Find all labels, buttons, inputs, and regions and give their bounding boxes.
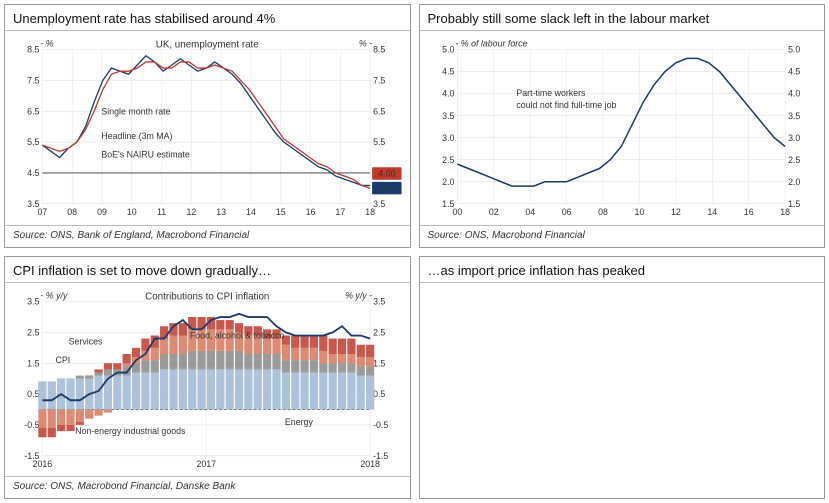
chart-svg: 3.53.54.54.55.55.56.56.57.57.58.58.50708…	[11, 35, 404, 223]
svg-text:% -: % -	[359, 38, 372, 48]
svg-text:10: 10	[634, 207, 644, 217]
panel-0: Unemployment rate has stabilised around …	[4, 4, 411, 248]
end-badge: 4.09	[378, 183, 395, 193]
svg-text:- % y/y: - % y/y	[40, 290, 67, 300]
svg-text:08: 08	[67, 207, 77, 217]
svg-text:- % of labour force: - % of labour force	[455, 38, 527, 48]
svg-text:4.5: 4.5	[27, 168, 39, 178]
chart-annotation: CPI	[56, 355, 71, 365]
svg-text:18: 18	[365, 207, 375, 217]
svg-text:06: 06	[561, 207, 571, 217]
svg-text:5.5: 5.5	[373, 137, 385, 147]
svg-text:5.5: 5.5	[27, 137, 39, 147]
svg-text:2.0: 2.0	[788, 177, 800, 187]
svg-text:18: 18	[780, 207, 790, 217]
svg-text:Contributions to CPI inflation: Contributions to CPI inflation	[145, 291, 269, 302]
panel-title: …as import price inflation has peaked	[420, 257, 825, 283]
svg-text:4.0: 4.0	[442, 89, 454, 99]
svg-text:12: 12	[670, 207, 680, 217]
svg-text:2016: 2016	[33, 458, 53, 468]
chart-annotation: Non-energy industrial goods	[75, 425, 186, 435]
source-text: Source: ONS, Macrobond Financial	[420, 225, 825, 247]
panel-3: …as import price inflation has peaked	[419, 256, 826, 500]
svg-text:% y/y -: % y/y -	[345, 290, 372, 300]
svg-text:2017: 2017	[196, 458, 216, 468]
svg-text:15: 15	[276, 207, 286, 217]
chart-area: 3.53.54.54.55.55.56.56.57.57.58.58.50708…	[5, 31, 410, 225]
svg-text:07: 07	[37, 207, 47, 217]
svg-text:16: 16	[306, 207, 316, 217]
svg-text:02: 02	[488, 207, 498, 217]
svg-text:1.5: 1.5	[373, 358, 385, 368]
svg-text:0.5: 0.5	[373, 388, 385, 398]
svg-text:4.0: 4.0	[788, 89, 800, 99]
svg-text:2.5: 2.5	[373, 327, 385, 337]
svg-text:3.0: 3.0	[442, 133, 454, 143]
svg-text:-0.5: -0.5	[24, 419, 39, 429]
svg-text:6.5: 6.5	[27, 106, 39, 116]
panel-title: Unemployment rate has stabilised around …	[5, 5, 410, 31]
chart-annotation: Part-time workers	[516, 88, 586, 98]
svg-text:09: 09	[97, 207, 107, 217]
chart-svg: 1.51.52.02.02.52.53.03.03.53.54.04.04.54…	[426, 35, 819, 223]
svg-text:10: 10	[127, 207, 137, 217]
panel-title: CPI inflation is set to move down gradua…	[5, 257, 410, 283]
chart-annotation: Food, alcohol & tobacco	[190, 330, 285, 340]
svg-text:-0.5: -0.5	[373, 419, 388, 429]
chart-annotation: BoE's NAIRU estimate	[101, 149, 189, 159]
svg-text:2.5: 2.5	[27, 327, 39, 337]
chart-annotation: Headline (3m MA)	[101, 131, 172, 141]
source-text: Source: ONS, Macrobond Financial, Danske…	[5, 476, 410, 498]
svg-text:2018: 2018	[360, 458, 380, 468]
svg-text:3.0: 3.0	[788, 133, 800, 143]
svg-text:5.0: 5.0	[788, 44, 800, 54]
svg-text:5.0: 5.0	[442, 44, 454, 54]
svg-text:3.5: 3.5	[442, 111, 454, 121]
svg-text:17: 17	[335, 207, 345, 217]
chart-area: 1.51.52.02.02.52.53.03.03.53.54.04.04.54…	[420, 31, 825, 225]
svg-text:0.5: 0.5	[27, 388, 39, 398]
end-badge: 4.00	[378, 168, 395, 178]
chart-svg: -1.5-1.5-0.5-0.50.50.51.51.52.52.53.53.5…	[11, 287, 404, 475]
svg-text:00: 00	[452, 207, 462, 217]
panel-2: CPI inflation is set to move down gradua…	[4, 256, 411, 500]
panel-title: Probably still some slack left in the la…	[420, 5, 825, 31]
svg-text:2.0: 2.0	[442, 177, 454, 187]
chart-area	[420, 283, 825, 499]
svg-text:16: 16	[743, 207, 753, 217]
chart-area: -1.5-1.5-0.5-0.50.50.51.51.52.52.53.53.5…	[5, 283, 410, 477]
svg-text:4.5: 4.5	[788, 66, 800, 76]
svg-text:2.5: 2.5	[442, 155, 454, 165]
chart-svg	[426, 287, 819, 497]
svg-text:7.5: 7.5	[27, 75, 39, 85]
svg-text:4.5: 4.5	[442, 66, 454, 76]
svg-text:04: 04	[525, 207, 535, 217]
svg-text:1.5: 1.5	[27, 358, 39, 368]
source-text: Source: ONS, Bank of England, Macrobond …	[5, 225, 410, 247]
svg-text:6.5: 6.5	[373, 106, 385, 116]
svg-text:13: 13	[216, 207, 226, 217]
svg-text:12: 12	[186, 207, 196, 217]
svg-text:14: 14	[707, 207, 717, 217]
svg-text:3.5: 3.5	[373, 296, 385, 306]
chart-annotation: could not find full-time job	[516, 100, 616, 110]
svg-text:3.5: 3.5	[788, 111, 800, 121]
svg-text:14: 14	[246, 207, 256, 217]
svg-text:- %: - %	[40, 38, 53, 48]
svg-text:8.5: 8.5	[373, 44, 385, 54]
svg-text:3.5: 3.5	[27, 296, 39, 306]
svg-text:7.5: 7.5	[373, 75, 385, 85]
chart-annotation: Single month rate	[101, 106, 170, 116]
svg-text:11: 11	[157, 207, 166, 217]
svg-text:2.5: 2.5	[788, 155, 800, 165]
svg-text:8.5: 8.5	[27, 44, 39, 54]
svg-text:UK, unemployment rate: UK, unemployment rate	[156, 39, 259, 50]
svg-text:08: 08	[598, 207, 608, 217]
chart-annotation: Energy	[285, 416, 313, 426]
panel-1: Probably still some slack left in the la…	[419, 4, 826, 248]
chart-annotation: Services	[69, 336, 103, 346]
